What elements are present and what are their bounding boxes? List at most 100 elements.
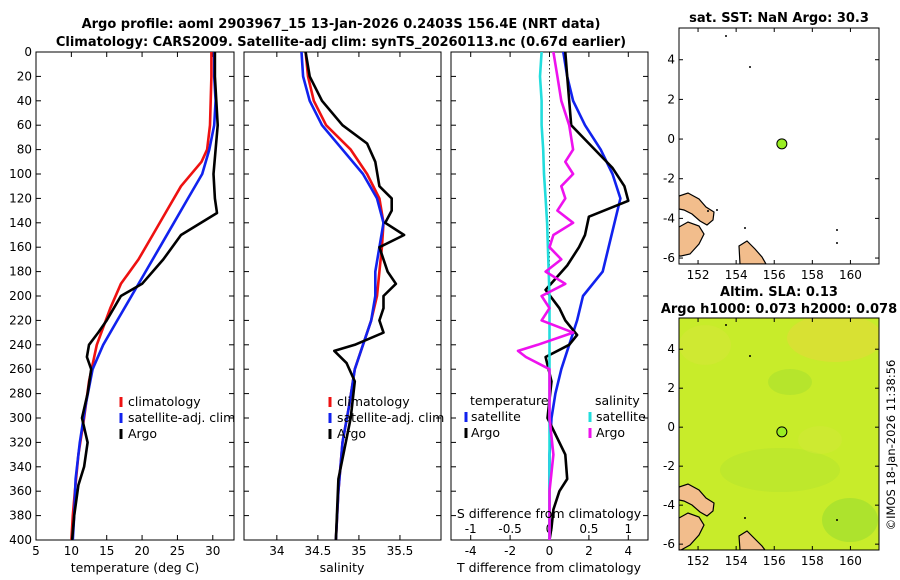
sla-argo-marker — [776, 426, 788, 438]
y-tick-label: 340 — [9, 460, 32, 474]
y-tick-label: 40 — [17, 94, 32, 108]
legend-label-t-argo: Argo — [471, 425, 500, 440]
map-y-tick-label: -4 — [663, 211, 675, 225]
y-tick-label: 360 — [9, 484, 32, 498]
legend-label-s-satellite: satellite — [596, 409, 646, 424]
map-y-tick-label: 4 — [667, 53, 675, 67]
map-x-tick-label: 154 — [725, 554, 748, 568]
x-tick-label: 0 — [546, 544, 554, 558]
map-x-tick-label: 160 — [839, 268, 862, 282]
legend-title-temperature: temperature — [470, 393, 549, 408]
salinity-legend: climatology satellite-adj. clim Argo — [328, 394, 444, 441]
sla-map-ticks: 152 154 156 158 160 -6 -4 -2 0 2 4 — [663, 318, 879, 568]
legend-label-satellite: satellite-adj. clim — [337, 410, 444, 425]
sst-map-land — [679, 35, 838, 264]
map-y-tick-label: -2 — [663, 172, 675, 186]
sst-islet — [836, 242, 838, 244]
sla-islet — [744, 517, 746, 519]
map-y-tick-label: -4 — [663, 498, 675, 512]
temperature-xlabel: temperature (deg C) — [71, 560, 200, 575]
series-line-salinity-argo — [516, 52, 575, 540]
x-tick-label: 15 — [99, 544, 114, 558]
sst-land-choiseul — [738, 240, 767, 264]
sla-land-bougainville — [679, 512, 705, 550]
y-tick-label: 380 — [9, 509, 32, 523]
s-diff-xlabel: S difference from climatology — [457, 506, 642, 521]
s-diff-tick-label: 0.5 — [579, 522, 598, 536]
y-tick-label: 100 — [9, 167, 32, 181]
sst-islet — [725, 35, 727, 37]
sst-islet — [836, 229, 838, 231]
x-tick-label: 20 — [134, 544, 149, 558]
y-tick-label: 0 — [24, 45, 32, 59]
sla-field-patch — [679, 325, 731, 365]
sla-map-frame — [678, 317, 880, 551]
y-tick-label: 280 — [9, 387, 32, 401]
x-tick-label: 30 — [205, 544, 220, 558]
y-tick-label: 320 — [9, 435, 32, 449]
figure-title-line2: Climatology: CARS2009. Satellite-adj cli… — [56, 35, 626, 50]
y-tick-label: 60 — [17, 118, 32, 132]
map-y-tick-label: 2 — [667, 381, 675, 395]
legend-label-argo: Argo — [128, 426, 157, 441]
sla-islet — [749, 355, 751, 357]
y-tick-label: 200 — [9, 289, 32, 303]
argo-position-marker — [776, 138, 788, 150]
legend-label-argo: Argo — [337, 426, 366, 441]
map-y-tick-label: 4 — [667, 342, 675, 356]
series-line-temperature-satellite — [548, 52, 622, 540]
temperature-lines — [70, 52, 219, 540]
sla-field-patch — [798, 426, 842, 454]
map-y-tick-label: 0 — [667, 420, 675, 434]
sst-map-frame — [678, 27, 880, 265]
argo-position-marker — [776, 426, 788, 438]
difference-legend: temperature satellite Argo salinity sate… — [464, 393, 646, 440]
sla-islet — [725, 324, 727, 326]
s-diff-tick-label: -0.5 — [498, 522, 521, 536]
temperature-axes — [35, 51, 235, 541]
x-tick-label: 35.5 — [387, 544, 414, 558]
map-x-tick-label: 154 — [725, 268, 748, 282]
legend-label-satellite: satellite-adj. clim — [128, 410, 235, 425]
figure-title-line1: Argo profile: aoml 2903967_15 13-Jan-202… — [82, 17, 601, 32]
legend-label-climatology: climatology — [337, 394, 410, 409]
x-tick-label: 34 — [269, 544, 284, 558]
sla-field-patch — [787, 318, 879, 362]
y-tick-label: 140 — [9, 216, 32, 230]
series-line-temperature-argo — [544, 52, 630, 540]
series-line-satellite-adj-clim — [300, 52, 385, 540]
map-y-tick-label: -2 — [663, 459, 675, 473]
legend-label-climatology: climatology — [128, 394, 201, 409]
s-diff-tick-label: 1 — [624, 522, 632, 536]
x-tick-label: -4 — [465, 544, 477, 558]
sst-map-ticks: 152 154 156 158 160 -6 -4 -2 0 2 4 — [663, 28, 879, 282]
x-tick-label: -2 — [504, 544, 516, 558]
x-tick-label: 35 — [351, 544, 366, 558]
sla-field-patch — [768, 369, 812, 395]
sla-map-field — [679, 318, 879, 550]
y-tick-label: 300 — [9, 411, 32, 425]
map-x-tick-label: 156 — [763, 554, 786, 568]
sst-islet — [744, 227, 746, 229]
y-tick-label: 180 — [9, 265, 32, 279]
series-line-argo — [70, 52, 219, 540]
sla-field-patch — [822, 498, 878, 542]
y-tick-label: 260 — [9, 362, 32, 376]
map-x-tick-label: 156 — [763, 268, 786, 282]
y-tick-label: 160 — [9, 240, 32, 254]
legend-label-s-argo: Argo — [596, 425, 625, 440]
y-tick-label: 120 — [9, 191, 32, 205]
map-x-tick-label: 152 — [687, 554, 710, 568]
salinity-lines — [300, 52, 406, 540]
x-tick-label: 34.5 — [305, 544, 332, 558]
x-tick-label: 4 — [624, 544, 632, 558]
x-tick-label: 10 — [64, 544, 79, 558]
sst-land-north-solomons — [679, 192, 715, 226]
map-y-tick-label: 2 — [667, 92, 675, 106]
series-line-climatology — [70, 52, 213, 540]
copyright-stamp: ©IMOS 18-Jan-2026 11:38:56 — [884, 360, 898, 531]
temperature-legend: climatology satellite-adj. clim Argo — [119, 394, 235, 441]
t-diff-xlabel: T difference from climatology — [456, 560, 642, 575]
difference-lines — [516, 52, 630, 540]
